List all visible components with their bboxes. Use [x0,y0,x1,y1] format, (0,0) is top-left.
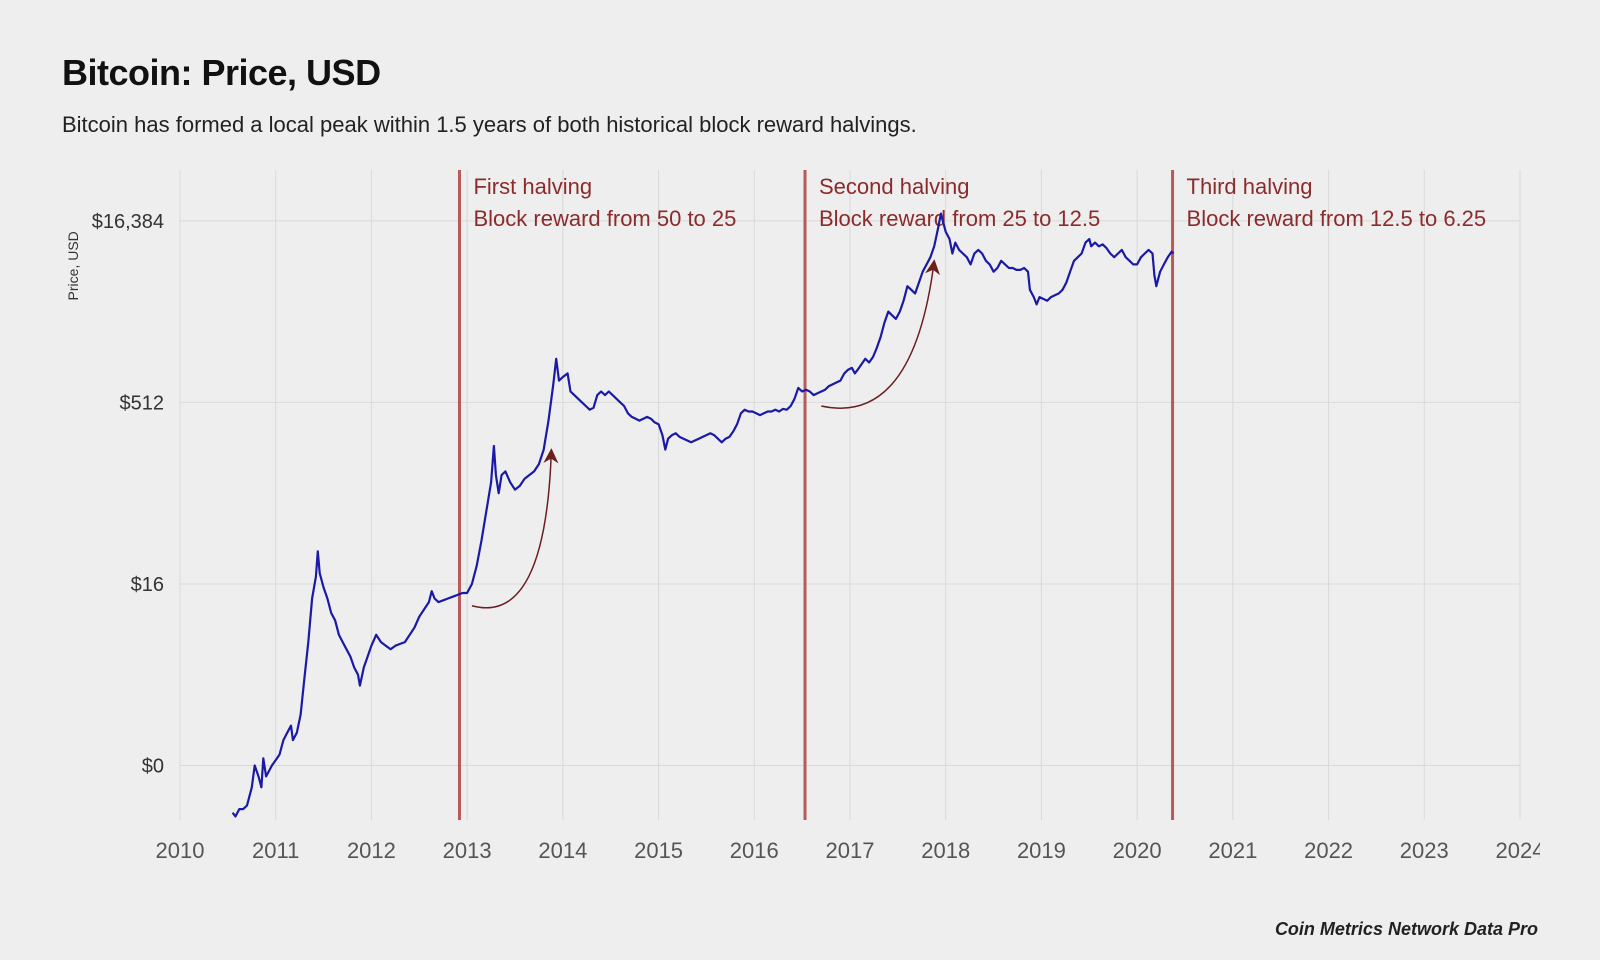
halving-arrow [821,261,934,408]
halving-annotation: Second halving [819,174,969,199]
x-tick-label: 2022 [1304,838,1353,863]
x-tick-label: 2013 [443,838,492,863]
x-tick-label: 2016 [730,838,779,863]
chart-area: 2010 2011 2012 2013 2014 2015 2016 2017 2018 2019… [60,160,1540,900]
x-tick-label: 2018 [921,838,970,863]
halving-annotation: First halving [473,174,592,199]
chart-subtitle: Bitcoin has formed a local peak within 1… [62,112,1540,138]
x-tick-label: 2011 [252,838,299,863]
halving-annotation: Block reward from 12.5 to 6.25 [1187,206,1487,231]
attribution: Coin Metrics Network Data Pro [1275,919,1538,940]
x-tick-label: 2010 [156,838,205,863]
x-tick-label: 2012 [347,838,396,863]
price-series [233,214,1174,817]
x-tick-label: 2023 [1400,838,1449,863]
x-tick-label: 2020 [1113,838,1162,863]
x-tick-label: 2017 [826,838,875,863]
y-tick-label: $512 [120,392,165,414]
halving-annotation: Block reward from 25 to 12.5 [819,206,1100,231]
y-tick-label: $16,384 [92,211,164,233]
y-tick-label: $0 [142,756,164,778]
x-tick-label: 2021 [1208,838,1257,863]
chart-svg: 2010 2011 2012 2013 2014 2015 2016 2017 2018 2019… [60,160,1540,900]
x-tick-label: 2014 [538,838,587,863]
halving-annotation: Block reward from 50 to 25 [473,206,736,231]
chart-title: Bitcoin: Price, USD [62,52,1540,94]
y-tick-label: $16 [131,574,164,596]
y-axis-title: Price, USD [65,231,81,300]
x-tick-label: 2024 [1496,838,1540,863]
x-tick-label: 2019 [1017,838,1066,863]
halving-annotation: Third halving [1187,174,1313,199]
x-tick-label: 2015 [634,838,683,863]
chart-frame: Bitcoin: Price, USD Bitcoin has formed a… [0,0,1600,960]
